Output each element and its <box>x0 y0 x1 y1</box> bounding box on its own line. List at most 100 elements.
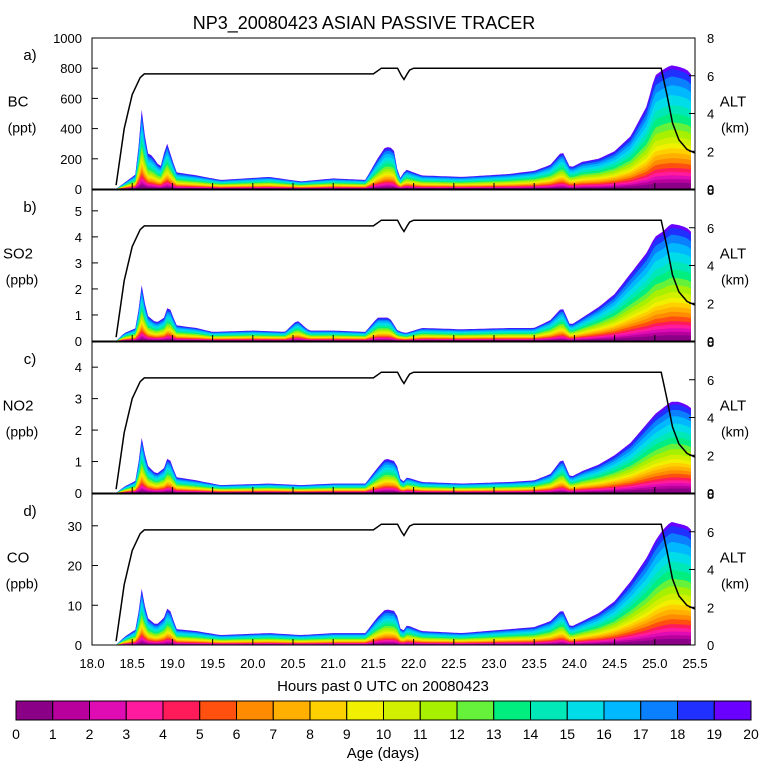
y-tick-label: 800 <box>60 61 82 76</box>
x-tick-label: 20.0 <box>240 656 265 671</box>
colorbar-swatch <box>52 700 90 721</box>
species-label: SO2 <box>3 245 33 262</box>
colorbar-swatch <box>456 700 495 721</box>
alt-unit-label: (km) <box>721 271 749 287</box>
colorbar-tick-label: 7 <box>269 726 277 742</box>
colorbar-tick-label: 16 <box>596 726 612 742</box>
colorbar-tick-label: 15 <box>559 726 575 742</box>
panel-letter: c) <box>24 351 37 368</box>
alt-label: ALT <box>720 245 746 262</box>
colorbar-tick-label: 6 <box>233 726 241 742</box>
colorbar-swatch <box>272 700 311 721</box>
panel-letter: d) <box>23 503 36 520</box>
alt-tick-label: 0 <box>707 182 714 197</box>
colorbar-tick-label: 10 <box>376 726 392 742</box>
colorbar-swatch <box>383 700 421 721</box>
colorbar-tick-label: 3 <box>122 726 130 742</box>
panel-co: 0 10 20 30 0 2 4 6 8 d) CO (ppb) ALT (km) <box>6 487 749 653</box>
colorbar-tick-label: 11 <box>413 726 428 742</box>
y-tick-label: 200 <box>60 152 82 167</box>
panel-so2: 0 1 2 3 4 5 0 2 4 6 8 b) SO2 (ppb) ALT (km) <box>3 183 749 349</box>
colorbar-swatch <box>236 700 274 721</box>
alt-tick-label: 2 <box>707 296 714 311</box>
alt-tick-label: 6 <box>707 373 714 388</box>
unit-label: (ppb) <box>6 423 39 439</box>
y-tick-label: 3 <box>75 256 82 271</box>
colorbar-swatch <box>677 700 715 721</box>
y-tick-label: 2 <box>75 423 82 438</box>
alt-tick-label: 6 <box>707 69 714 84</box>
colorbar-swatch <box>89 700 127 721</box>
alt-tick-label: 2 <box>707 448 714 463</box>
alt-label: ALT <box>720 397 746 414</box>
y-tick-label: 0 <box>75 486 82 501</box>
colorbar-swatch <box>199 700 237 721</box>
species-label: BC <box>8 93 29 110</box>
colorbar-tick-label: 0 <box>12 726 20 742</box>
y-tick-label: 1 <box>75 455 82 470</box>
alt-tick-label: 4 <box>707 411 714 426</box>
age-band-0 <box>116 335 692 341</box>
alt-tick-label: 4 <box>707 259 714 274</box>
y-tick-label: 20 <box>68 559 82 574</box>
age-bands <box>116 522 692 645</box>
unit-label: (ppb) <box>6 575 39 591</box>
altitude-line <box>115 219 695 338</box>
alt-unit-label: (km) <box>721 119 749 135</box>
panel-no2: 0 1 2 3 4 0 2 4 6 8 c) NO2 (ppb) ALT (km) <box>3 335 749 501</box>
colorbar-swatch <box>566 700 605 721</box>
colorbar-swatch <box>713 700 752 721</box>
colorbar-tick-label: 17 <box>633 726 649 742</box>
colorbar-tick-label: 2 <box>86 726 94 742</box>
alt-tick-label: 8 <box>707 335 714 350</box>
y-tick-label: 5 <box>75 204 82 219</box>
x-tick-label: 18.0 <box>79 656 104 671</box>
alt-tick-label: 4 <box>707 563 714 578</box>
colorbar-swatch <box>125 700 164 721</box>
x-tick-label: 21.5 <box>361 656 386 671</box>
colorbar-tick-label: 14 <box>523 726 539 742</box>
alt-label: ALT <box>720 549 746 566</box>
y-tick-label: 400 <box>60 122 82 137</box>
species-label: NO2 <box>3 397 34 414</box>
x-axis-label: Hours past 0 UTC on 20080423 <box>277 678 489 695</box>
colorbar-tick-label: 12 <box>449 726 465 742</box>
alt-tick-label: 0 <box>707 638 714 653</box>
y-tick-label: 600 <box>60 91 82 106</box>
colorbar-tick-label: 9 <box>343 726 351 742</box>
age-band-0 <box>116 182 692 189</box>
x-tick-label: 23.5 <box>522 656 547 671</box>
colorbar-swatch <box>640 700 678 721</box>
y-tick-label: 30 <box>68 519 82 534</box>
alt-tick-label: 8 <box>707 183 714 198</box>
alt-tick-label: 2 <box>707 144 714 159</box>
x-tick-label: 18.5 <box>120 656 145 671</box>
alt-tick-label: 0 <box>707 334 714 349</box>
altitude-line <box>115 523 695 642</box>
x-tick-label: 22.0 <box>401 656 426 671</box>
colorbar-swatch <box>530 700 568 721</box>
x-tick-label: 21.0 <box>321 656 346 671</box>
alt-tick-label: 0 <box>707 486 714 501</box>
x-tick-label: 25.0 <box>642 656 667 671</box>
y-tick-label: 1 <box>75 308 82 323</box>
colorbar-tick-label: 19 <box>706 726 722 742</box>
colorbar-swatch <box>346 700 384 721</box>
y-tick-label: 4 <box>75 360 82 375</box>
alt-tick-label: 4 <box>707 107 714 122</box>
colorbar-swatch <box>493 700 531 721</box>
x-tick-label: 24.0 <box>562 656 587 671</box>
alt-tick-label: 6 <box>707 221 714 236</box>
species-label: CO <box>7 549 30 566</box>
alt-tick-label: 8 <box>707 31 714 46</box>
age-bands <box>116 401 692 493</box>
colorbar-tick-label: 18 <box>670 726 686 742</box>
age-band-0 <box>116 638 692 645</box>
figure-title: NP3_20080423 ASIAN PASSIVE TRACER <box>193 13 536 34</box>
alt-unit-label: (km) <box>721 423 749 439</box>
colorbar-label: Age (days) <box>347 745 420 762</box>
altitude-line <box>115 67 695 186</box>
alt-label: ALT <box>720 93 746 110</box>
x-tick-label: 20.5 <box>280 656 305 671</box>
x-tick-label: 19.5 <box>200 656 225 671</box>
